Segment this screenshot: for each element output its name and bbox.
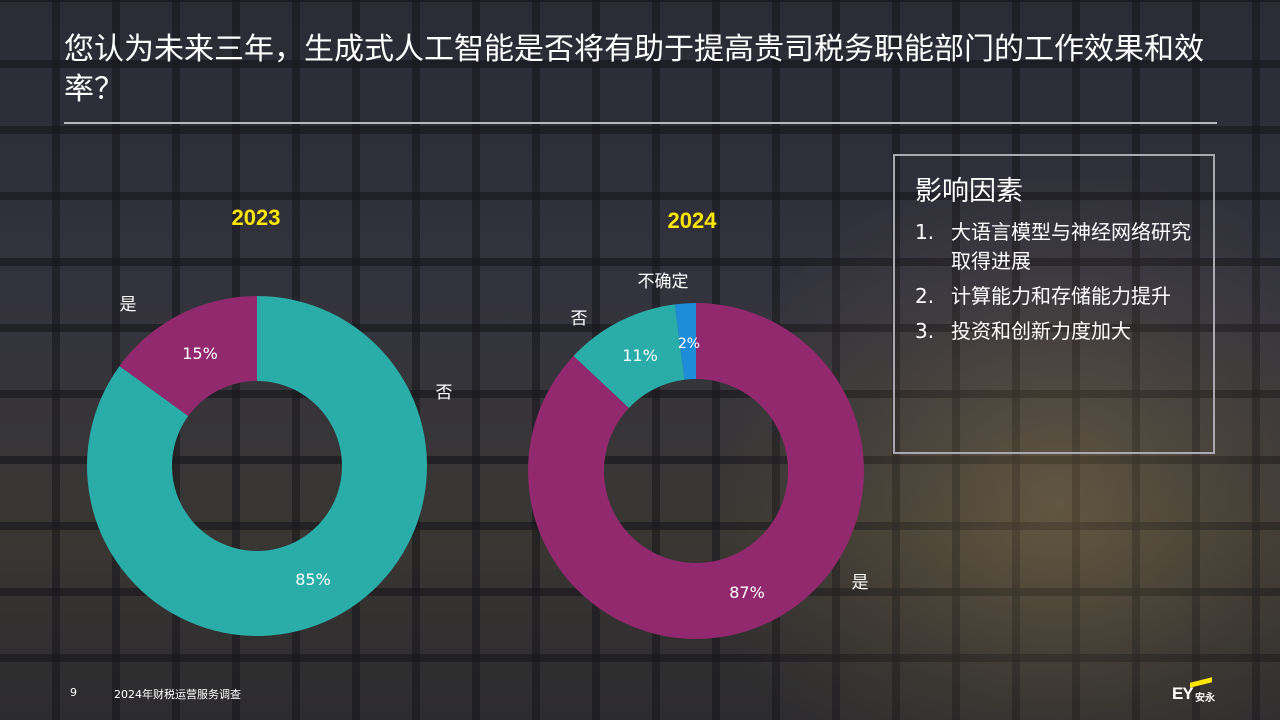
ey-logo-cn: 安永 — [1195, 693, 1215, 704]
factor-item: 1. 大语言模型与神经网络研究取得进展 — [915, 218, 1213, 276]
donut-slice-no-2024 — [573, 304, 685, 409]
donut-slice-no-2023 — [86, 296, 428, 636]
chart-title-2023: 2023 — [232, 205, 281, 230]
factor-text: 投资和创新力度加大 — [951, 319, 1131, 343]
factors-heading: 影响因素 — [915, 176, 1023, 207]
factor-item: 2. 计算能力和存储能力提升 — [915, 282, 1213, 311]
category-label-yes-2024: 是 — [852, 573, 869, 593]
influencing-factors-box: 影响因素 1. 大语言模型与神经网络研究取得进展 2. 计算能力和存储能力提升 … — [893, 154, 1215, 454]
donut-slice-uncertain-2024 — [674, 303, 696, 380]
donut-chart-2023: 2023 是 否 85% 15% — [86, 205, 453, 636]
donut-slice-yes-2023 — [119, 296, 258, 417]
factor-text: 大语言模型与神经网络研究取得进展 — [951, 220, 1191, 273]
chart-title-2024: 2024 — [668, 208, 718, 233]
title-divider — [64, 122, 1217, 124]
factor-number: 2. — [915, 284, 935, 308]
donut-chart-2024: 2024 不确定 否 是 87% 11% 2% — [527, 208, 869, 639]
value-label-no-2024: 11% — [622, 346, 658, 365]
footer-title: 2024年财税运营服务调查 — [114, 688, 241, 701]
value-label-yes-2023: 15% — [182, 344, 218, 363]
factor-number: 1. — [915, 220, 935, 244]
factor-number: 3. — [915, 319, 935, 343]
ey-logo: EY 安永 — [1172, 677, 1232, 706]
category-label-no-2023: 否 — [436, 383, 453, 403]
ey-logo-text: EY — [1172, 684, 1194, 703]
factors-list: 1. 大语言模型与神经网络研究取得进展 2. 计算能力和存储能力提升 3. 投资… — [915, 218, 1213, 346]
value-label-yes-2024: 87% — [729, 583, 765, 602]
value-label-no-2023: 85% — [295, 570, 331, 589]
page-title: 您认为未来三年，生成式人工智能是否将有助于提高贵司税务职能部门的工作效果和效率？ — [64, 32, 1204, 107]
category-label-yes-2023: 是 — [120, 295, 137, 315]
category-label-no-2024: 否 — [571, 309, 588, 329]
donut-slice-yes-2024 — [527, 303, 864, 639]
value-label-uncertain-2024: 2% — [678, 336, 700, 352]
page-number: 9 — [70, 686, 77, 699]
category-label-uncertain-2024: 不确定 — [638, 272, 689, 292]
factor-text: 计算能力和存储能力提升 — [951, 284, 1171, 308]
factor-item: 3. 投资和创新力度加大 — [915, 317, 1213, 346]
